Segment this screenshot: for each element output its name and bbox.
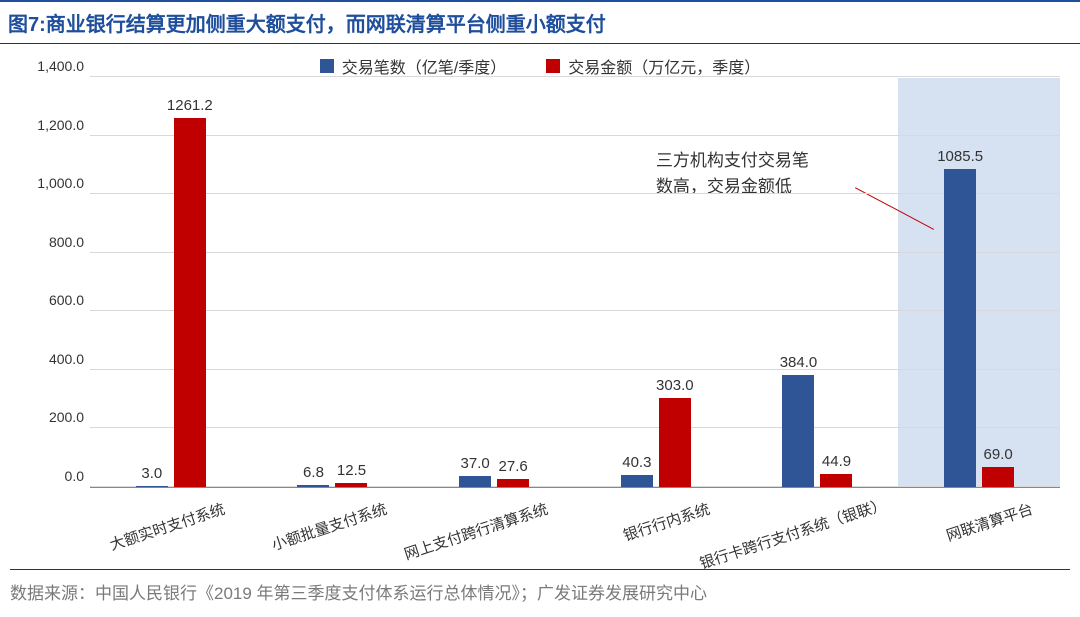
bar-series1: 6.8 bbox=[297, 485, 329, 487]
legend-label-1: 交易笔数（亿笔/季度） bbox=[342, 54, 506, 78]
bar-series1: 37.0 bbox=[459, 476, 491, 487]
bar-value-label: 37.0 bbox=[461, 455, 490, 472]
x-tick-label: 大额实时支付系统 bbox=[50, 498, 228, 574]
plot: 三方机构支付交易笔 数高，交易金额低 3.0 1261.2 6.8 12.5 37.0 2… bbox=[90, 78, 1060, 488]
bar-series2: 303.0 bbox=[659, 398, 691, 487]
bar-value-label: 69.0 bbox=[984, 446, 1013, 463]
bar-value-label: 27.6 bbox=[499, 458, 528, 475]
bar-value-label: 1085.5 bbox=[937, 148, 983, 165]
bar-series1: 384.0 bbox=[782, 375, 814, 487]
bar-series2: 1261.2 bbox=[174, 118, 206, 487]
bar-group: 3.0 1261.2 bbox=[90, 118, 252, 487]
bar-series2: 27.6 bbox=[497, 479, 529, 487]
legend-item-series1: 交易笔数（亿笔/季度） bbox=[320, 54, 506, 78]
annotation-line1: 三方机构支付交易笔 bbox=[656, 148, 809, 174]
y-tick-label: 1,200.0 bbox=[4, 117, 84, 133]
x-tick-label: 小额批量支付系统 bbox=[211, 498, 389, 574]
x-tick-label: 银行卡跨行支付系统（银联） bbox=[696, 498, 874, 574]
legend-label-2: 交易金额（万亿元，季度） bbox=[568, 54, 760, 78]
bar-group: 384.0 44.9 bbox=[737, 375, 899, 487]
bar-group: 1085.5 69.0 bbox=[898, 169, 1060, 487]
chart-title: 图7:商业银行结算更加侧重大额支付，而网联清算平台侧重小额支付 bbox=[0, 0, 1080, 44]
y-tick-label: 400.0 bbox=[4, 351, 84, 367]
bar-group: 37.0 27.6 bbox=[413, 476, 575, 487]
grid-line bbox=[90, 76, 1060, 77]
legend: 交易笔数（亿笔/季度） 交易金额（万亿元，季度） bbox=[0, 54, 1080, 78]
bar-value-label: 12.5 bbox=[337, 462, 366, 479]
plot-area: 0.0200.0400.0600.0800.01,000.01,200.01,4… bbox=[0, 78, 1080, 508]
bar-value-label: 3.0 bbox=[141, 465, 162, 482]
bar-series1: 3.0 bbox=[136, 486, 168, 487]
x-tick-label: 网上支付跨行清算系统 bbox=[373, 498, 551, 574]
bar-series1: 1085.5 bbox=[944, 169, 976, 487]
bar-value-label: 384.0 bbox=[780, 354, 818, 371]
y-tick-label: 600.0 bbox=[4, 292, 84, 308]
legend-swatch-2 bbox=[546, 59, 560, 73]
y-tick-label: 800.0 bbox=[4, 234, 84, 250]
legend-swatch-1 bbox=[320, 59, 334, 73]
bar-group: 6.8 12.5 bbox=[252, 483, 414, 487]
y-tick-label: 1,400.0 bbox=[4, 58, 84, 74]
title-text: 商业银行结算更加侧重大额支付，而网联清算平台侧重小额支付 bbox=[46, 14, 606, 36]
bar-series2: 12.5 bbox=[335, 483, 367, 487]
y-tick-label: 200.0 bbox=[4, 409, 84, 425]
x-tick-label: 银行行内系统 bbox=[535, 498, 713, 574]
bar-series2: 69.0 bbox=[982, 467, 1014, 487]
bar-value-label: 303.0 bbox=[656, 377, 694, 394]
bar-group: 40.3 303.0 bbox=[575, 398, 737, 487]
y-tick-label: 0.0 bbox=[4, 468, 84, 484]
title-prefix: 图7: bbox=[8, 14, 46, 36]
annotation-line2: 数高，交易金额低 bbox=[656, 174, 809, 200]
bar-series1: 40.3 bbox=[621, 475, 653, 487]
bar-value-label: 6.8 bbox=[303, 464, 324, 481]
annotation-text: 三方机构支付交易笔 数高，交易金额低 bbox=[656, 148, 809, 199]
bar-value-label: 40.3 bbox=[622, 454, 651, 471]
source-citation: 数据来源：中国人民银行《2019 年第三季度支付体系运行总体情况》；广发证券发展… bbox=[10, 569, 1070, 609]
legend-item-series2: 交易金额（万亿元，季度） bbox=[546, 54, 760, 78]
y-tick-label: 1,000.0 bbox=[4, 175, 84, 191]
bar-series2: 44.9 bbox=[820, 474, 852, 487]
bar-value-label: 1261.2 bbox=[167, 97, 213, 114]
bar-value-label: 44.9 bbox=[822, 453, 851, 470]
y-axis: 0.0200.0400.0600.0800.01,000.01,200.01,4… bbox=[0, 78, 90, 488]
